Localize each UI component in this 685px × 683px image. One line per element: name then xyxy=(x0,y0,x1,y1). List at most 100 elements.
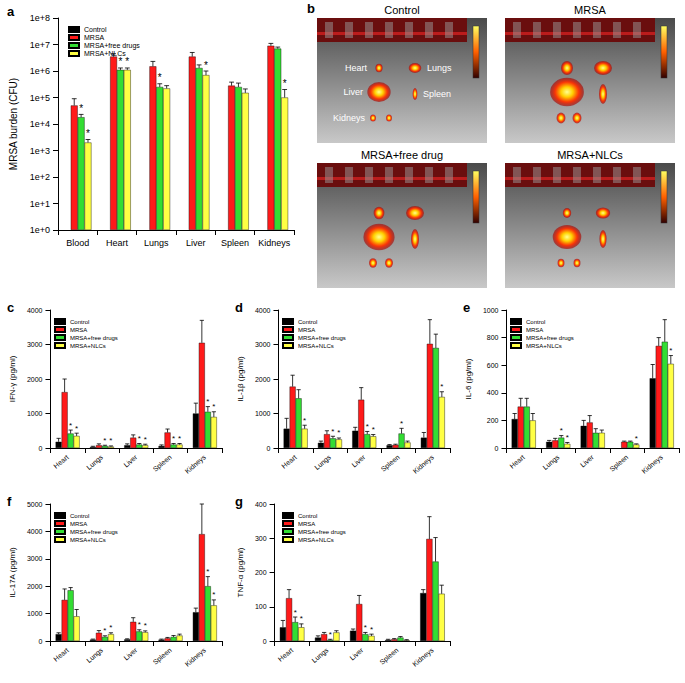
svg-text:*: * xyxy=(337,428,340,437)
svg-text:MRSA: MRSA xyxy=(526,327,543,333)
svg-text:Control: Control xyxy=(298,319,317,325)
svg-text:MRSA burden (CFU): MRSA burden (CFU) xyxy=(8,78,19,170)
svg-text:5000: 5000 xyxy=(27,501,43,508)
svg-text:Control: Control xyxy=(526,319,545,325)
svg-text:Liver: Liver xyxy=(122,453,139,469)
svg-text:*: * xyxy=(138,620,141,629)
svg-text:*: * xyxy=(364,623,367,632)
svg-text:*: * xyxy=(366,422,369,431)
svg-text:200: 200 xyxy=(255,569,267,576)
svg-text:MRSA+free drugs: MRSA+free drugs xyxy=(84,42,140,50)
svg-text:IL-6 (pg/ml): IL-6 (pg/ml) xyxy=(464,358,473,399)
svg-text:Liver: Liver xyxy=(343,87,363,97)
svg-text:*: * xyxy=(206,567,209,576)
svg-text:Lungs: Lungs xyxy=(541,453,561,472)
svg-text:*: * xyxy=(212,590,215,599)
svg-text:1000: 1000 xyxy=(483,307,499,314)
svg-text:Heart: Heart xyxy=(277,646,295,662)
svg-text:Liver: Liver xyxy=(350,453,367,469)
svg-text:*: * xyxy=(109,623,112,632)
svg-text:*: * xyxy=(560,426,563,435)
svg-text:Spleen: Spleen xyxy=(378,646,400,666)
svg-text:Lungs: Lungs xyxy=(85,646,105,665)
svg-text:*: * xyxy=(370,625,373,634)
svg-text:0: 0 xyxy=(39,638,43,645)
svg-text:2000: 2000 xyxy=(27,376,43,383)
svg-text:*: * xyxy=(178,434,181,443)
svg-text:MRSA: MRSA xyxy=(70,327,87,333)
svg-text:0: 0 xyxy=(267,445,271,452)
svg-text:*: * xyxy=(372,425,375,434)
svg-text:MRSA: MRSA xyxy=(298,521,315,527)
svg-text:MRSA: MRSA xyxy=(298,327,315,333)
svg-text:1000: 1000 xyxy=(255,410,271,417)
svg-text:Heart: Heart xyxy=(52,453,70,469)
svg-text:MRSA+free drug: MRSA+free drug xyxy=(361,149,443,161)
svg-text:*: * xyxy=(103,436,106,445)
svg-text:Lungs: Lungs xyxy=(85,453,105,472)
svg-text:IFN-γ (pg/ml): IFN-γ (pg/ml) xyxy=(8,355,17,402)
svg-text:MRSA+NLCs: MRSA+NLCs xyxy=(70,343,106,349)
svg-text:MRSA+free drugs: MRSA+free drugs xyxy=(298,529,346,535)
svg-text:MRSA+NLCs: MRSA+NLCs xyxy=(557,149,623,161)
svg-text:Control: Control xyxy=(384,4,419,16)
svg-text:f: f xyxy=(7,494,12,509)
svg-text:*: * xyxy=(144,435,147,444)
svg-text:MRSA: MRSA xyxy=(574,4,606,16)
svg-text:*: * xyxy=(69,421,72,430)
svg-text:600: 600 xyxy=(487,362,499,369)
svg-text:d: d xyxy=(235,300,243,315)
svg-text:4000: 4000 xyxy=(27,528,43,535)
svg-text:*: * xyxy=(669,346,672,355)
svg-text:Kidneys: Kidneys xyxy=(640,453,665,475)
svg-text:TNF-α (pg/ml): TNF-α (pg/ml) xyxy=(236,547,245,597)
svg-text:MRSA+NLCs: MRSA+NLCs xyxy=(298,537,334,543)
svg-text:*: * xyxy=(144,621,147,630)
svg-text:Lungs: Lungs xyxy=(144,238,169,248)
svg-text:MRSA+free drugs: MRSA+free drugs xyxy=(526,335,574,341)
svg-text:0: 0 xyxy=(39,445,43,452)
svg-text:MRSA+NLCs: MRSA+NLCs xyxy=(298,343,334,349)
svg-text:Heart: Heart xyxy=(52,646,70,662)
svg-text:b: b xyxy=(307,1,315,16)
svg-text:Spleen: Spleen xyxy=(152,646,174,666)
svg-text:Control: Control xyxy=(70,513,89,519)
svg-text:1000: 1000 xyxy=(27,610,43,617)
svg-text:1e+0: 1e+0 xyxy=(30,225,50,235)
svg-text:1e+8: 1e+8 xyxy=(30,13,50,23)
svg-text:1e+6: 1e+6 xyxy=(30,66,50,76)
svg-text:*: * xyxy=(206,397,209,406)
svg-text:1e+1: 1e+1 xyxy=(30,199,50,209)
svg-text:Lungs: Lungs xyxy=(313,453,333,472)
svg-text:IL-1β (pg/ml): IL-1β (pg/ml) xyxy=(236,356,245,402)
svg-text:MRSA: MRSA xyxy=(84,34,105,41)
svg-text:1e+7: 1e+7 xyxy=(30,40,50,50)
svg-text:Kidneys: Kidneys xyxy=(258,238,291,248)
svg-text:Heart: Heart xyxy=(345,63,368,73)
svg-text:MRSA: MRSA xyxy=(70,521,87,527)
svg-text:*: * xyxy=(635,434,638,443)
svg-text:*: * xyxy=(303,416,306,425)
svg-text:Liver: Liver xyxy=(122,646,139,662)
svg-text:Kidneys: Kidneys xyxy=(411,646,436,668)
svg-text:*: * xyxy=(329,630,332,639)
svg-text:Kidneys: Kidneys xyxy=(184,453,209,475)
svg-text:Spleen: Spleen xyxy=(221,238,249,248)
svg-text:Kidneys: Kidneys xyxy=(184,646,209,668)
svg-text:Control: Control xyxy=(70,319,89,325)
svg-text:1e+4: 1e+4 xyxy=(30,119,50,129)
svg-text:Blood: Blood xyxy=(66,238,89,248)
svg-text:800: 800 xyxy=(487,334,499,341)
svg-text:*: * xyxy=(86,128,90,139)
svg-text:*: * xyxy=(158,72,162,83)
svg-text:Liver: Liver xyxy=(348,646,365,662)
svg-text:MRSA+free drugs: MRSA+free drugs xyxy=(70,335,118,341)
svg-text:1000: 1000 xyxy=(27,410,43,417)
svg-text:0: 0 xyxy=(263,638,267,645)
svg-text:c: c xyxy=(7,300,14,315)
svg-text:*: * xyxy=(125,56,129,67)
svg-text:*: * xyxy=(300,614,303,623)
svg-text:*: * xyxy=(400,419,403,428)
svg-text:100: 100 xyxy=(255,603,267,610)
svg-text:0: 0 xyxy=(495,445,499,452)
